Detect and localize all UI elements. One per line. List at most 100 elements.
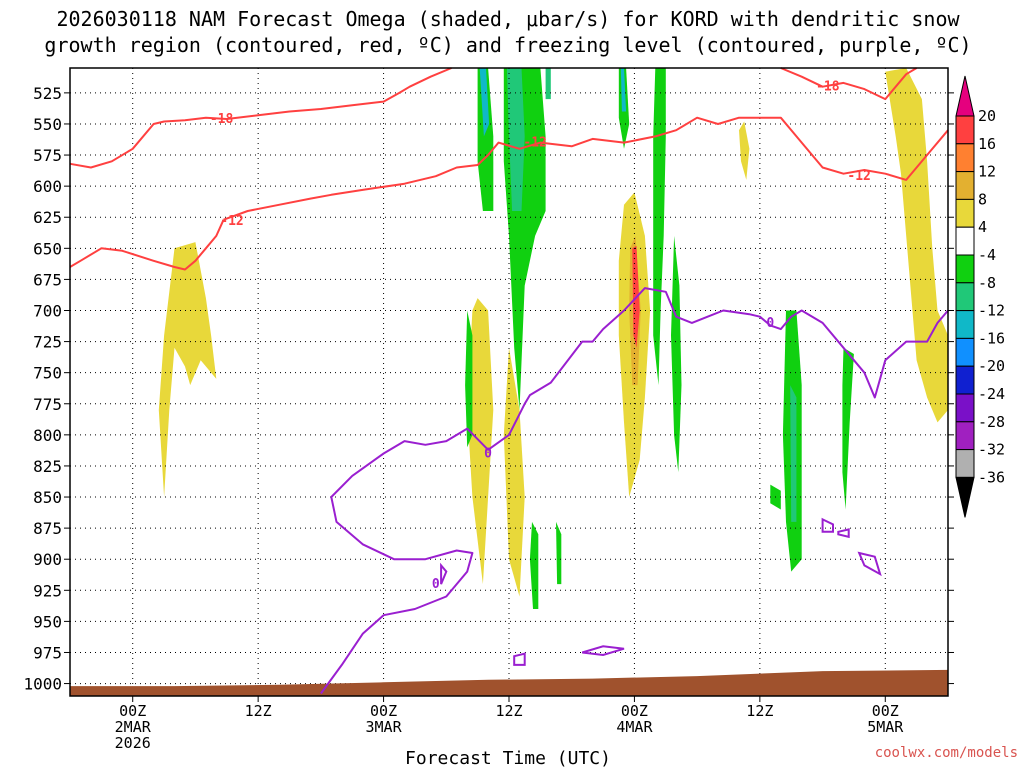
ground-surface bbox=[70, 669, 948, 696]
colorbar-swatch bbox=[955, 337, 975, 367]
colorbar-label: 4 bbox=[978, 218, 987, 236]
y-tick-label: 850 bbox=[33, 488, 62, 507]
colorbar-label: 8 bbox=[978, 190, 987, 208]
colorbar: 20 16 12 8 4 -4 -8 -12 -16 -20 -24 -28 -32 -36 bbox=[955, 75, 1005, 518]
y-tick-label: 600 bbox=[33, 177, 62, 196]
colorbar-swatch bbox=[955, 254, 975, 284]
colorbar-label: -12 bbox=[978, 302, 1005, 320]
omega-region bbox=[790, 385, 797, 522]
y-tick-label: 925 bbox=[33, 581, 62, 600]
x-tick-label: 12Z bbox=[746, 702, 773, 720]
y-tick-label: 1000 bbox=[23, 675, 62, 694]
contour-labels: -18 -12 -12 -18 -12 0 0 0 bbox=[210, 80, 871, 592]
omega-region bbox=[158, 242, 217, 497]
omega-region bbox=[506, 68, 525, 211]
colorbar-swatch bbox=[955, 143, 975, 173]
y-tick-label: 900 bbox=[33, 550, 62, 569]
colorbar-swatch bbox=[955, 226, 975, 256]
colorbar-swatch bbox=[955, 282, 975, 312]
x-tick-label: 4MAR bbox=[616, 718, 653, 736]
contours bbox=[69, 67, 949, 695]
contour-label-red: -18 bbox=[210, 112, 234, 127]
colorbar-label: -8 bbox=[978, 274, 996, 292]
chart-title-line1: 2026030118 NAM Forecast Omega (shaded, μ… bbox=[56, 7, 960, 31]
freezing-level-contour bbox=[440, 562, 448, 585]
freezing-level-contour bbox=[320, 287, 949, 695]
x-tick-label: 00Z bbox=[621, 702, 648, 720]
y-tick-label: 775 bbox=[33, 395, 62, 414]
contour-label-red: -12 bbox=[523, 136, 546, 151]
x-tick-label: 3MAR bbox=[366, 718, 403, 736]
freezing-level-contour bbox=[513, 652, 526, 666]
omega-region bbox=[479, 68, 490, 137]
contour-label-purple: 0 bbox=[484, 447, 492, 462]
colorbar-label: -32 bbox=[978, 441, 1005, 459]
colorbar-label: -28 bbox=[978, 413, 1005, 431]
colorbar-label: 12 bbox=[978, 163, 996, 181]
x-tick-label: 2MAR bbox=[115, 718, 152, 736]
omega-region bbox=[653, 68, 666, 386]
colorbar-triangle-bottom bbox=[955, 476, 975, 518]
x-tick-label: 12Z bbox=[495, 702, 522, 720]
colorbar-swatch bbox=[955, 393, 975, 423]
colorbar-label: -16 bbox=[978, 329, 1005, 347]
omega-region bbox=[503, 347, 525, 597]
y-tick-label: 700 bbox=[33, 301, 62, 320]
freezing-level-contour bbox=[821, 517, 834, 533]
contour-label-purple: 0 bbox=[432, 577, 440, 592]
omega-region bbox=[739, 121, 750, 180]
omega-region bbox=[545, 68, 551, 100]
colorbar-swatch bbox=[955, 449, 975, 478]
y-tick-label: 800 bbox=[33, 426, 62, 445]
y-tick-label: 575 bbox=[33, 146, 62, 165]
omega-region bbox=[465, 310, 473, 448]
colorbar-swatch bbox=[955, 115, 975, 145]
y-axis-ticks: 525 550 575 600 625 650 675 700 725 750 775 800 825 8… bbox=[23, 84, 954, 694]
y-tick-label: 825 bbox=[33, 457, 62, 476]
omega-region bbox=[556, 521, 562, 585]
dgz-minus18-contour bbox=[780, 67, 918, 101]
colorbar-swatch bbox=[955, 421, 975, 451]
contour-label-red: -18 bbox=[816, 80, 840, 95]
omega-region bbox=[620, 68, 627, 112]
y-tick-label: 725 bbox=[33, 333, 62, 352]
ground-fill bbox=[70, 669, 948, 696]
contour-label-purple: 0 bbox=[766, 316, 774, 331]
x-tick-label: 5MAR bbox=[867, 718, 904, 736]
x-axis-label: Forecast Time (UTC) bbox=[405, 748, 611, 768]
colorbar-label: 16 bbox=[978, 135, 996, 153]
colorbar-label: -20 bbox=[978, 357, 1005, 375]
chart-title-line2: growth region (contoured, red, ºC) and f… bbox=[44, 33, 971, 57]
colorbar-label: -36 bbox=[978, 468, 1005, 486]
contour-label-red: -12 bbox=[847, 169, 870, 184]
x-tick-label: 00Z bbox=[119, 702, 146, 720]
freezing-level-contour bbox=[837, 528, 850, 539]
y-tick-label: 750 bbox=[33, 364, 62, 383]
omega-region bbox=[842, 347, 854, 510]
credit-text: coolwx.com/models bbox=[875, 745, 1018, 761]
x-tick-label: 00Z bbox=[872, 702, 899, 720]
y-tick-label: 550 bbox=[33, 115, 62, 134]
colorbar-label: -24 bbox=[978, 385, 1005, 403]
colorbar-label: 20 bbox=[978, 107, 996, 125]
omega-region bbox=[529, 521, 539, 609]
dgz-minus12-contour bbox=[69, 219, 225, 271]
omega-shading bbox=[158, 68, 948, 609]
colorbar-swatch bbox=[955, 310, 975, 339]
colorbar-label: -4 bbox=[978, 246, 996, 264]
omega-region bbox=[671, 235, 682, 473]
y-tick-label: 525 bbox=[33, 84, 62, 103]
x-tick-label: 00Z bbox=[370, 702, 397, 720]
freezing-level-contour bbox=[857, 551, 882, 577]
dgz-minus18-contour bbox=[69, 67, 452, 169]
y-tick-label: 625 bbox=[33, 208, 62, 227]
omega-region bbox=[477, 68, 494, 211]
x-tick-label: 12Z bbox=[245, 702, 272, 720]
y-tick-label: 975 bbox=[33, 643, 62, 662]
y-tick-label: 650 bbox=[33, 239, 62, 258]
x-tick-label: 2026 bbox=[115, 734, 151, 752]
y-tick-label: 875 bbox=[33, 519, 62, 538]
colorbar-swatch bbox=[955, 365, 975, 395]
